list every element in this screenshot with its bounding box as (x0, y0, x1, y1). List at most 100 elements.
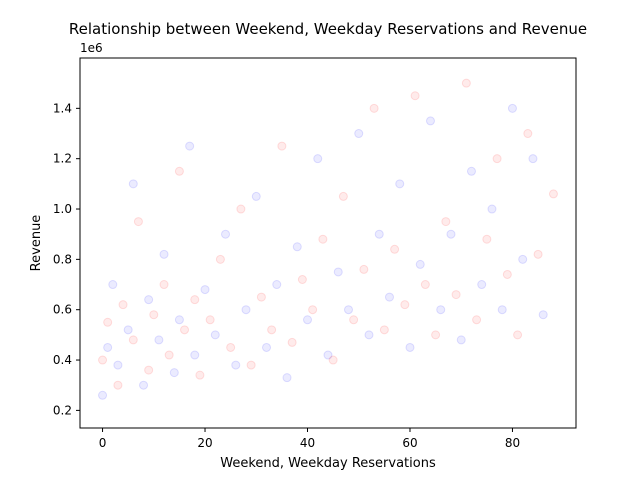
data-point-series-0 (343, 305, 353, 315)
data-point-series-1 (349, 315, 359, 325)
data-point-series-1 (513, 330, 523, 340)
y-tick-label: 1.0 (53, 202, 72, 216)
y-tick-label: 0.8 (53, 252, 72, 266)
y-tick-label: 1.4 (53, 101, 72, 115)
data-point-series-1 (451, 290, 461, 300)
data-point-series-0 (518, 254, 528, 264)
data-point-series-0 (159, 249, 169, 259)
data-point-series-1 (379, 325, 389, 335)
data-point-series-0 (210, 330, 220, 340)
data-point-series-0 (98, 390, 108, 400)
data-point-series-1 (441, 217, 451, 227)
data-point-series-0 (497, 305, 507, 315)
data-point-series-0 (282, 373, 292, 383)
data-point-series-0 (507, 103, 517, 113)
data-point-series-0 (128, 179, 138, 189)
data-point-series-1 (533, 249, 543, 259)
data-point-series-0 (405, 342, 415, 352)
data-point-series-1 (308, 305, 318, 315)
data-point-series-0 (415, 259, 425, 269)
data-point-series-0 (425, 116, 435, 126)
data-point-series-0 (313, 154, 323, 164)
x-tick-label: 20 (197, 436, 212, 450)
plot-frame (79, 57, 577, 429)
data-point-series-1 (318, 234, 328, 244)
data-point-series-1 (236, 204, 246, 214)
data-point-series-0 (374, 229, 384, 239)
data-point-series-0 (456, 335, 466, 345)
x-tick-label: 80 (505, 436, 520, 450)
data-point-series-1 (98, 355, 108, 365)
data-point-series-0 (113, 360, 123, 370)
data-point-series-0 (144, 295, 154, 305)
data-point-series-0 (446, 229, 456, 239)
data-point-series-1 (226, 342, 236, 352)
data-point-series-1 (144, 365, 154, 375)
data-point-series-1 (338, 191, 348, 201)
data-point-series-0 (466, 166, 476, 176)
data-point-series-1 (190, 295, 200, 305)
data-point-series-1 (133, 217, 143, 227)
data-point-series-0 (169, 368, 179, 378)
data-point-series-1 (164, 350, 174, 360)
data-point-series-0 (103, 342, 113, 352)
chart-title: Relationship between Weekend, Weekday Re… (69, 20, 587, 38)
data-point-series-0 (221, 229, 231, 239)
data-point-series-0 (139, 380, 149, 390)
y-tick-label: 1.2 (53, 152, 72, 166)
data-point-series-1 (431, 330, 441, 340)
data-point-series-0 (395, 179, 405, 189)
y-tick-label: 0.4 (53, 353, 72, 367)
data-point-series-1 (548, 189, 558, 199)
data-point-series-1 (369, 103, 379, 113)
data-point-series-1 (128, 335, 138, 345)
data-point-series-1 (420, 280, 430, 290)
data-point-series-0 (354, 129, 364, 139)
data-point-series-1 (359, 264, 369, 274)
data-point-series-0 (292, 242, 302, 252)
data-point-series-1 (256, 292, 266, 302)
x-axis: 0 20 40 60 80 (99, 428, 520, 450)
data-point-series-0 (323, 350, 333, 360)
data-point-series-0 (241, 305, 251, 315)
x-tick-label: 0 (99, 436, 107, 450)
data-point-series-0 (108, 280, 118, 290)
data-point-series-0 (190, 350, 200, 360)
y-tick-label: 0.6 (53, 303, 72, 317)
data-point-series-1 (103, 317, 113, 327)
data-point-series-0 (303, 315, 313, 325)
y-offset-label: 1e6 (80, 41, 103, 55)
data-point-series-0 (364, 330, 374, 340)
data-point-series-0 (477, 280, 487, 290)
data-point-series-0 (251, 191, 261, 201)
data-point-series-1 (328, 355, 338, 365)
data-point-series-0 (200, 285, 210, 295)
data-point-series-1 (246, 360, 256, 370)
data-point-series-0 (185, 141, 195, 151)
data-point-series-0 (154, 335, 164, 345)
data-point-series-1 (297, 274, 307, 284)
data-point-series-1 (174, 166, 184, 176)
y-tick-label: 0.2 (53, 403, 72, 417)
data-point-series-0 (436, 305, 446, 315)
data-point-series-1 (205, 315, 215, 325)
data-point-series-1 (410, 91, 420, 101)
data-point-series-0 (123, 325, 133, 335)
data-point-series-1 (267, 325, 277, 335)
y-axis-label: Revenue (29, 215, 44, 272)
data-point-series-0 (384, 292, 394, 302)
data-point-series-1 (277, 141, 287, 151)
data-point-series-1 (287, 337, 297, 347)
data-point-series-0 (528, 154, 538, 164)
data-point-series-0 (272, 280, 282, 290)
data-point-series-0 (487, 204, 497, 214)
data-point-series-1 (159, 280, 169, 290)
data-point-series-1 (118, 300, 128, 310)
data-point-series-1 (482, 234, 492, 244)
data-point-series-1 (502, 269, 512, 279)
data-point-series-1 (113, 380, 123, 390)
data-point-series-1 (492, 154, 502, 164)
x-tick-label: 60 (402, 436, 417, 450)
data-point-series-1 (149, 310, 159, 320)
